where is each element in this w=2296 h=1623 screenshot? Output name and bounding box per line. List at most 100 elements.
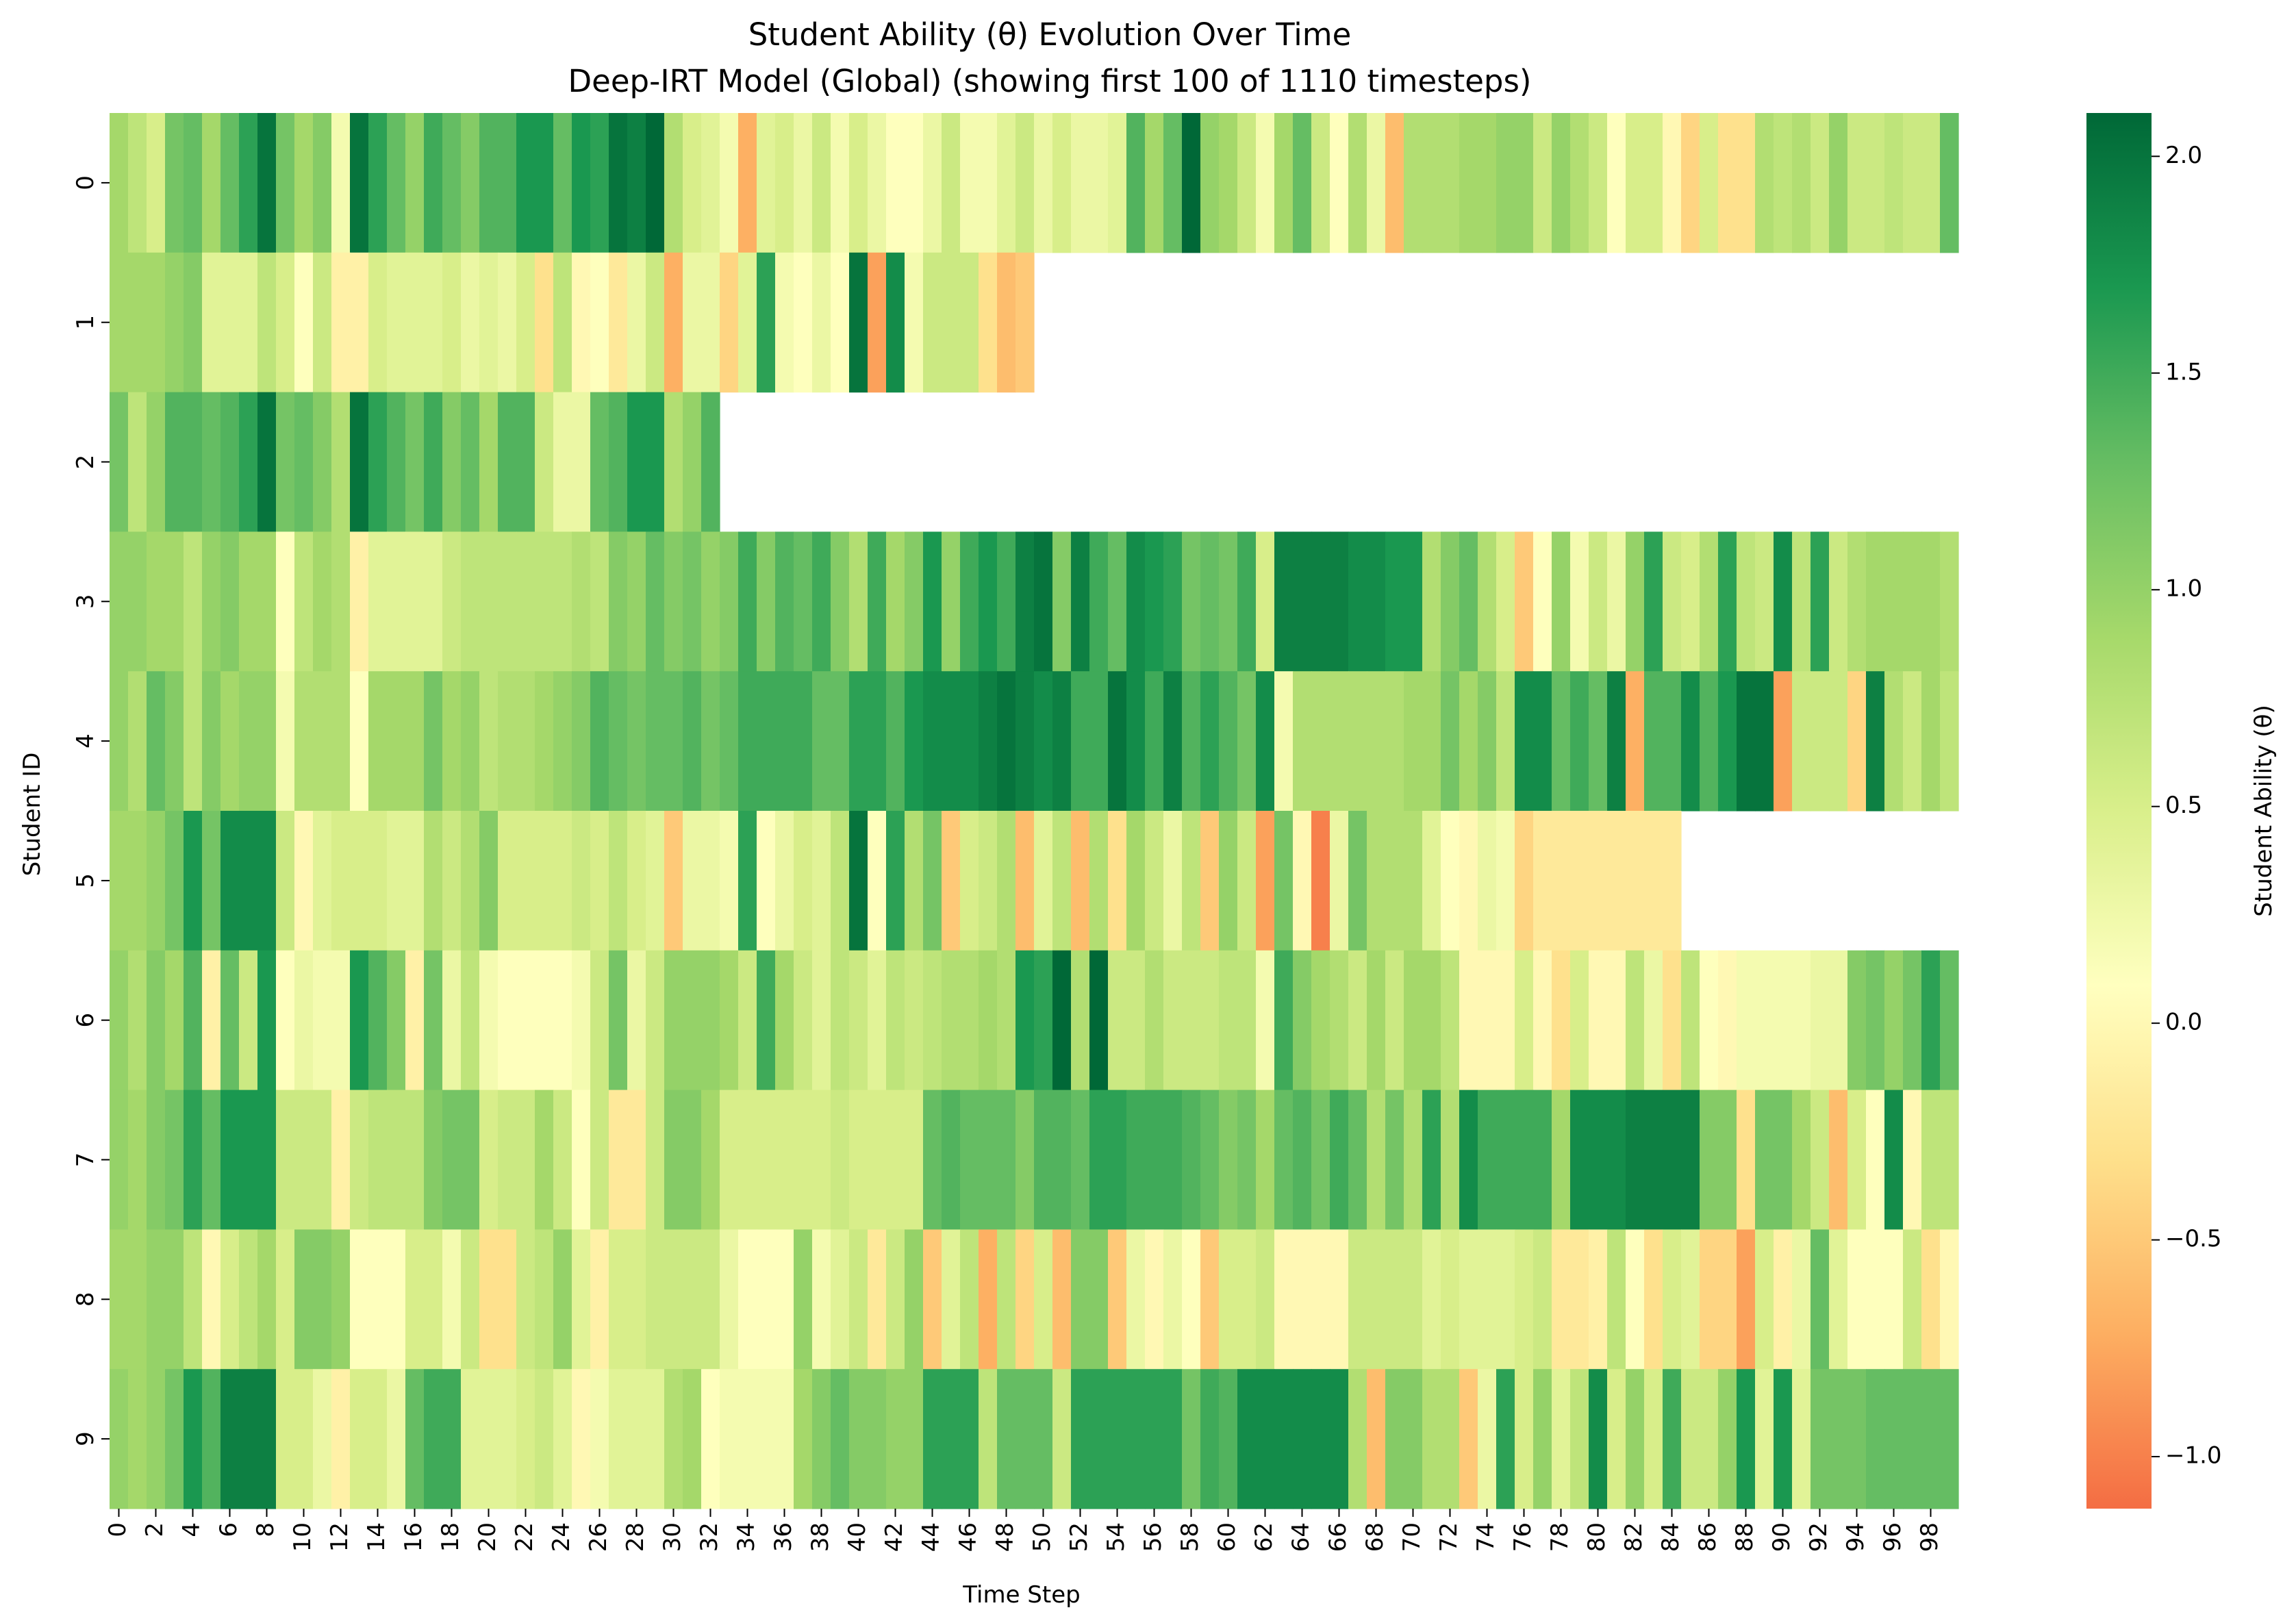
heatmap-cell xyxy=(1311,1369,1330,1509)
heatmap-cell xyxy=(1884,113,1904,253)
heatmap-cell xyxy=(1145,113,1164,253)
heatmap-cell xyxy=(535,1369,554,1509)
heatmap-cell xyxy=(313,531,332,672)
heatmap-cell xyxy=(1903,950,1922,1091)
heatmap-cell xyxy=(1552,531,1571,672)
heatmap-cell xyxy=(1515,1229,1534,1370)
x-tick-label: 82 xyxy=(1620,1522,1648,1552)
heatmap-cell xyxy=(535,950,554,1091)
heatmap-cell xyxy=(1644,671,1663,812)
heatmap-cell xyxy=(1237,1229,1257,1370)
heatmap-cell xyxy=(424,1369,443,1509)
heatmap-cell xyxy=(257,1369,277,1509)
heatmap-cell xyxy=(110,392,129,532)
heatmap-cell xyxy=(387,950,406,1091)
heatmap-cell xyxy=(812,950,831,1091)
heatmap-cell xyxy=(276,113,295,253)
heatmap-cell xyxy=(1847,671,1867,812)
heatmap-cell xyxy=(683,392,702,532)
heatmap-cell xyxy=(720,811,739,951)
heatmap-cell xyxy=(424,671,443,812)
heatmap-cell xyxy=(1145,811,1164,951)
heatmap-cell xyxy=(1293,531,1312,672)
heatmap-cell xyxy=(220,1090,240,1230)
heatmap-cell xyxy=(147,1229,166,1370)
heatmap-cell xyxy=(1589,811,1608,951)
heatmap-cell xyxy=(960,950,979,1091)
heatmap-cell xyxy=(1829,950,1848,1091)
heatmap-cell xyxy=(1052,1229,1072,1370)
heatmap-cell xyxy=(1940,1090,1959,1230)
heatmap-cell xyxy=(1108,531,1127,672)
heatmap-cell xyxy=(479,252,499,393)
heatmap-cell xyxy=(1811,671,1830,812)
heatmap-cell xyxy=(442,531,462,672)
heatmap-cell xyxy=(1385,950,1404,1091)
x-tick-label: 34 xyxy=(733,1522,760,1552)
heatmap-cell xyxy=(979,671,998,812)
heatmap-cell xyxy=(1570,950,1589,1091)
heatmap-cell xyxy=(1700,671,1719,812)
heatmap-cell xyxy=(461,531,480,672)
heatmap-cell xyxy=(424,1090,443,1230)
heatmap-cell xyxy=(165,1090,184,1230)
heatmap-cell xyxy=(313,1090,332,1230)
heatmap-cell xyxy=(720,950,739,1091)
heatmap-cell xyxy=(1219,531,1238,672)
heatmap-cell xyxy=(350,252,369,393)
heatmap-cell xyxy=(1700,950,1719,1091)
heatmap-cell xyxy=(331,1090,351,1230)
heatmap-cell xyxy=(868,1369,887,1509)
heatmap-cell xyxy=(1533,1369,1552,1509)
heatmap-cell xyxy=(1330,950,1349,1091)
heatmap-cell xyxy=(738,113,757,253)
heatmap-cell xyxy=(646,1229,665,1370)
heatmap-cell xyxy=(775,1090,794,1230)
heatmap-cell xyxy=(1071,671,1090,812)
heatmap-cell xyxy=(294,252,314,393)
heatmap-cell xyxy=(1441,1090,1460,1230)
heatmap-cell xyxy=(498,113,517,253)
heatmap-cell xyxy=(294,392,314,532)
x-tick-label: 88 xyxy=(1731,1522,1758,1552)
heatmap-cell xyxy=(387,1369,406,1509)
heatmap-cell xyxy=(184,392,203,532)
heatmap-cell xyxy=(572,252,591,393)
heatmap-cell xyxy=(609,1090,628,1230)
heatmap-cell xyxy=(479,671,499,812)
heatmap-cell xyxy=(590,531,609,672)
heatmap-cell xyxy=(1182,811,1201,951)
heatmap-cell xyxy=(1015,1369,1035,1509)
heatmap-cell xyxy=(757,671,776,812)
heatmap-cell xyxy=(609,252,628,393)
x-tick-label: 58 xyxy=(1176,1522,1204,1552)
heatmap-cell xyxy=(165,950,184,1091)
heatmap-cell xyxy=(1311,811,1330,951)
heatmap-cell xyxy=(516,252,535,393)
heatmap-cell xyxy=(1126,671,1146,812)
heatmap-cell xyxy=(184,531,203,672)
heatmap-cell xyxy=(350,671,369,812)
heatmap-cell xyxy=(942,252,961,393)
heatmap-cell xyxy=(461,811,480,951)
heatmap-cell xyxy=(646,1369,665,1509)
heatmap-cell xyxy=(479,950,499,1091)
heatmap-cell xyxy=(184,811,203,951)
heatmap-cell xyxy=(368,113,388,253)
heatmap-cell xyxy=(1884,1369,1904,1509)
heatmap-cell xyxy=(1866,1090,1885,1230)
heatmap-cell xyxy=(1348,113,1367,253)
heatmap-cell xyxy=(1829,113,1848,253)
heatmap-cell xyxy=(757,811,776,951)
heatmap-cell xyxy=(1755,531,1774,672)
heatmap-cell xyxy=(461,252,480,393)
heatmap-cell xyxy=(1847,1369,1867,1509)
heatmap-cell xyxy=(1422,113,1441,253)
heatmap-cell xyxy=(1367,531,1386,672)
x-tick-label: 40 xyxy=(844,1522,871,1552)
heatmap-cell xyxy=(738,531,757,672)
heatmap-cell xyxy=(1496,531,1515,672)
heatmap-cell xyxy=(942,1090,961,1230)
heatmap-cell xyxy=(405,1369,425,1509)
heatmap-cell xyxy=(794,671,813,812)
